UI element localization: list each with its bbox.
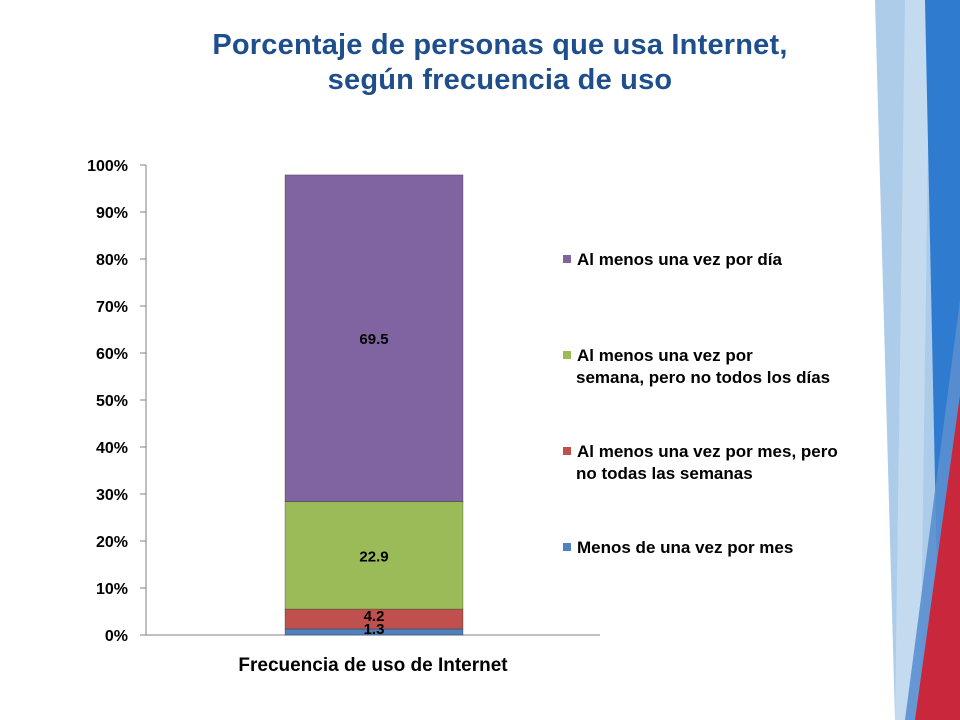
legend-swatch (563, 351, 571, 359)
y-tick-label: 100% (87, 158, 128, 175)
legend: Al menos una vez por día Al menos una vez… (563, 250, 838, 557)
stacked-bar (284, 174, 464, 636)
data-label: 22.9 (359, 548, 388, 565)
decorative-band (875, 0, 960, 720)
legend-label: Menos de una vez por mes (577, 538, 793, 557)
legend-swatch (563, 255, 571, 263)
x-axis-title: Frecuencia de uso de Internet (238, 655, 508, 676)
legend-label: Al menos una vez por mes, pero (577, 442, 838, 461)
y-tick-label: 50% (96, 393, 128, 410)
bar-segment (284, 174, 464, 503)
y-axis-ticks: 0% 10% 20% 30% 40% 50% 60% 70% 80% 90% 100% (87, 158, 146, 645)
data-label: 4.2 (364, 608, 385, 625)
data-labels: 1.34.2 22.9 69.5 (359, 331, 388, 638)
legend-label: no todas las semanas (576, 464, 753, 483)
title-line-2: según frecuencia de uso (327, 64, 673, 96)
legend-label: Al menos una vez por día (577, 250, 783, 269)
slide-title: Porcentaje de personas que usa Internet,… (150, 28, 850, 98)
title-line-1: Porcentaje de personas que usa Internet, (212, 29, 788, 61)
legend-label: Al menos una vez por (577, 346, 753, 365)
y-tick-label: 30% (96, 487, 128, 504)
data-label: 1.3 (364, 621, 385, 638)
deco-red-wedge (915, 395, 960, 720)
legend-label: semana, pero no todos los días (576, 368, 830, 387)
bar-segment (284, 501, 464, 610)
data-label: 69.5 (359, 331, 388, 348)
y-tick-label: 70% (96, 299, 128, 316)
y-tick-label: 90% (96, 205, 128, 222)
legend-swatch (563, 447, 571, 455)
y-tick-label: 40% (96, 440, 128, 457)
bar-segment (284, 608, 464, 630)
deco-pale-band (895, 0, 930, 720)
y-tick-label: 0% (105, 628, 128, 645)
y-tick-label: 80% (96, 252, 128, 269)
y-tick-label: 20% (96, 534, 128, 551)
legend-swatch (563, 543, 571, 551)
y-tick-label: 10% (96, 581, 128, 598)
y-tick-label: 60% (96, 346, 128, 363)
